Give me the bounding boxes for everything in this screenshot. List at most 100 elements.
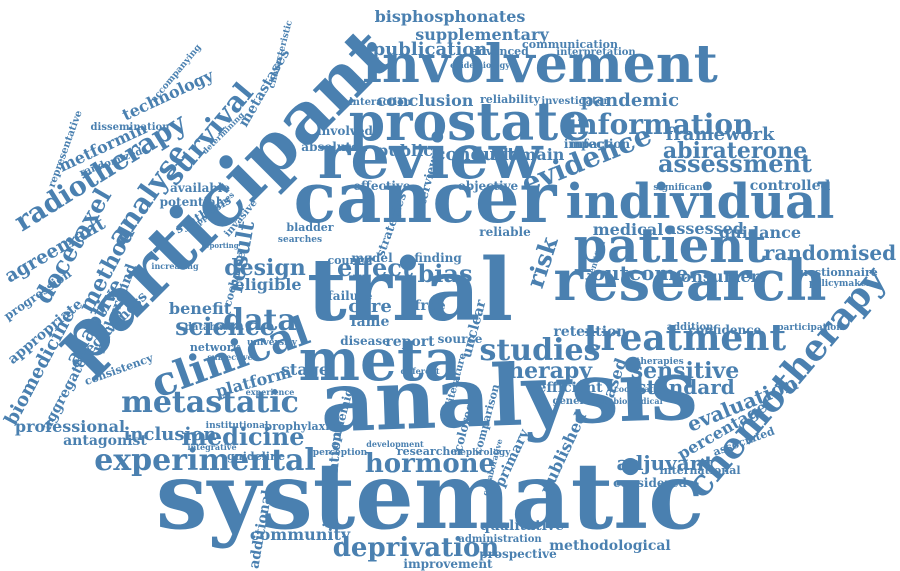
cloud-word-impact: impact (564, 137, 611, 151)
cloud-word-effective: effective (353, 179, 411, 193)
cloud-word-information: information (567, 108, 754, 141)
cloud-word-experience: experience (246, 387, 295, 397)
cloud-word-inclusion: inclusion (124, 424, 217, 445)
cloud-word-different: different (400, 366, 439, 376)
cloud-word-fame: fame (351, 314, 390, 330)
cloud-word-public: public (377, 141, 433, 160)
cloud-word-bias: bias (418, 259, 473, 288)
cloud-word-metastatic: metastatic (121, 385, 299, 420)
cloud-word-patient: patient (574, 218, 767, 274)
cloud-word-university: university (247, 338, 298, 348)
cloud-word-retention: retention (553, 324, 626, 340)
cloud-word-guideline: guideline (227, 450, 285, 463)
cloud-word-antagonist: antagonist (63, 433, 147, 449)
cloud-word-bisphosphonates: bisphosphonates (375, 7, 526, 26)
cloud-word-assessment: assessment (658, 149, 812, 178)
cloud-word-eligible: eligible (234, 275, 301, 294)
cloud-word-community: community (250, 525, 351, 544)
cloud-word-communication: communication (522, 38, 618, 51)
cloud-word-model: model (351, 251, 393, 265)
cloud-word-available: available (170, 181, 230, 195)
cloud-word-standard: standard (635, 375, 734, 399)
cloud-word-participation: participation (777, 323, 843, 333)
cloud-word-conclusion: conclusion (377, 91, 474, 110)
cloud-word-reliability: reliability (480, 93, 541, 106)
cloud-word-qualitative: qualitative (480, 518, 564, 534)
cloud-word-care: care (348, 296, 392, 317)
cloud-word-interpretation: interpretation (556, 47, 636, 58)
cloud-word-biomedical: biomedical (613, 396, 662, 406)
cloud-word-cancer: cancer (294, 156, 558, 239)
cloud-word-studies: studies (480, 333, 601, 368)
cloud-word-advanced: advanced (471, 45, 529, 58)
cloud-word-adjuvant: adjuvant (616, 451, 714, 475)
cloud-word-failure: failure (328, 289, 373, 303)
cloud-word-source: source (438, 332, 483, 346)
cloud-word-cooperative: cooperative (614, 384, 666, 394)
cloud-word-international: international (659, 464, 740, 477)
cloud-word-searches: searches (278, 235, 322, 245)
cloud-word-deprivation: deprivation (333, 533, 500, 563)
cloud-word-professional: professional (15, 417, 125, 436)
cloud-word-assessed: assessed (666, 219, 744, 238)
cloud-word-institutional: institutional (206, 421, 269, 431)
cloud-word-database: database (185, 322, 235, 333)
cloud-word-meta: meta (299, 326, 462, 394)
cloud-word-questionnaire: questionnaire (792, 266, 878, 279)
cloud-word-hormone: hormone (365, 449, 495, 479)
cloud-word-absolute: absolute (301, 140, 359, 154)
cloud-word-experimental: experimental (94, 443, 316, 478)
cloud-word-significant: significant (653, 183, 707, 193)
cloud-word-benefit: benefit (169, 299, 232, 318)
cloud-word-objective: objective (458, 179, 519, 193)
cloud-word-consumer: consumer (671, 267, 760, 286)
cloud-word-effect: effect (337, 253, 413, 282)
cloud-word-perception: perception (313, 448, 368, 458)
cloud-word-finding: finding (414, 251, 462, 265)
cloud-word-randomised: randomised (764, 241, 896, 265)
cloud-word-controlled: controlled (750, 178, 831, 194)
cloud-word-subjective: subjective (207, 352, 252, 362)
cloud-word-medical: medical (593, 220, 664, 239)
cloud-word-reliable: reliable (479, 225, 531, 239)
cloud-word-council: council (327, 254, 372, 267)
cloud-word-involvement: involvement (362, 34, 717, 95)
cloud-word-considered: considered (613, 476, 687, 490)
cloud-word-network: network (190, 341, 241, 354)
cloud-word-sensitive: sensitive (631, 358, 739, 384)
cloud-word-analysis: analysis (319, 339, 699, 451)
cloud-word-investigator: investigator (541, 96, 609, 107)
cloud-word-researcher: researcher (397, 445, 464, 458)
cloud-word-domain: domain (498, 145, 565, 164)
cloud-word-outcome: outcome (592, 261, 689, 285)
cloud-word-involved: involved (317, 124, 373, 138)
cloud-word-systematic: systematic (156, 442, 705, 550)
cloud-word-therapies: therapies (636, 357, 684, 367)
cloud-word-potential: potential (160, 195, 221, 209)
cloud-word-trial: trial (307, 240, 513, 341)
cloud-word-abiraterone: abiraterone (663, 138, 807, 164)
cloud-word-review: review (318, 120, 544, 193)
cloud-word-framework: framework (666, 124, 775, 145)
cloud-word-guidance: guidance (719, 223, 801, 242)
cloud-word-reporting: reporting (201, 241, 238, 250)
cloud-word-confidence: confidence (689, 323, 762, 337)
cloud-word-interaction: interaction (349, 97, 412, 108)
cloud-word-conduct: conduct (435, 144, 517, 165)
cloud-word-data: data (223, 303, 297, 338)
cloud-word-administration: administration (458, 534, 542, 545)
cloud-word-design: design (224, 255, 306, 281)
cloud-word-individual: individual (566, 174, 835, 230)
cloud-word-epidemiology: epidemiology (450, 60, 510, 70)
cloud-word-supplementary: supplementary (415, 25, 549, 44)
cloud-word-addition: addition (667, 322, 714, 333)
cloud-word-policymaker: policymaker (809, 279, 871, 289)
cloud-word-therapy: therapy (498, 358, 593, 384)
cloud-word-science: science (175, 312, 275, 341)
cloud-word-dissemination: dissemination (91, 122, 171, 133)
cloud-word-prostate: prostate (349, 92, 592, 153)
cloud-word-prospective: prospective (479, 547, 557, 561)
cloud-word-disease: disease (340, 334, 390, 348)
